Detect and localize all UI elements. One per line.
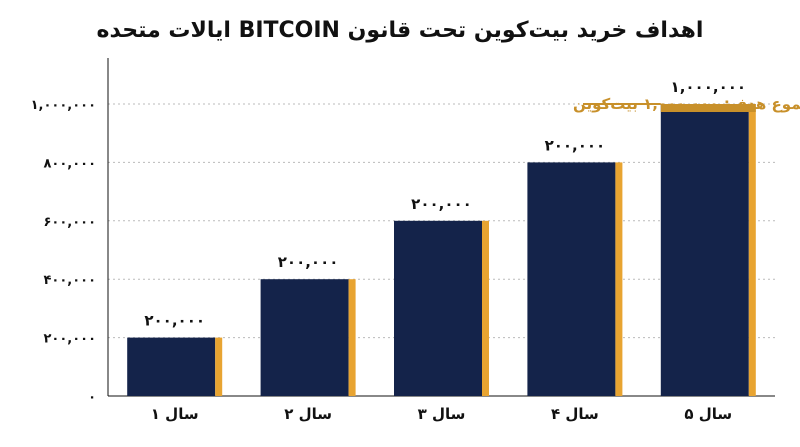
y-tick-label: ۶۰۰,۰۰۰ xyxy=(43,215,96,230)
data-label: ۲۰۰,۰۰۰ xyxy=(278,253,339,271)
y-tick-label: ۴۰۰,۰۰۰ xyxy=(43,273,96,288)
x-tick-label: سال ۵ xyxy=(684,405,732,423)
bar-top-cap xyxy=(660,104,756,112)
x-tick-label: سال ۱ xyxy=(151,405,199,423)
bar-accent xyxy=(748,104,756,396)
y-tick-label: ۱,۰۰۰,۰۰۰ xyxy=(31,98,96,113)
bar xyxy=(260,279,349,396)
bar xyxy=(527,162,616,396)
data-label: ۲۰۰,۰۰۰ xyxy=(144,312,205,330)
data-label: ۲۰۰,۰۰۰ xyxy=(411,195,472,213)
y-tick-label: ۰ xyxy=(88,390,96,405)
y-tick-label: ۲۰۰,۰۰۰ xyxy=(43,332,96,347)
bar xyxy=(660,104,749,396)
bar xyxy=(127,337,216,396)
bar xyxy=(394,220,482,396)
bar-accent xyxy=(615,162,623,396)
data-label: ۱,۰۰۰,۰۰۰ xyxy=(671,78,746,96)
x-tick-label: سال ۴ xyxy=(551,405,599,423)
bar-accent xyxy=(482,220,489,396)
y-tick-label: ۸۰۰,۰۰۰ xyxy=(43,156,96,171)
bar-accent xyxy=(215,337,223,396)
goal-label: مجموع هدف: ۱,۰۰۰,۰۰۰ بیت‌کوین xyxy=(573,95,800,113)
x-tick-label: سال ۲ xyxy=(284,405,332,423)
chart-title: اهداف خرید بیت‌کوین تحت قانون BITCOIN ای… xyxy=(96,18,704,43)
x-tick-label: سال ۳ xyxy=(418,405,466,423)
bar-accent xyxy=(348,279,356,396)
data-label: ۲۰۰,۰۰۰ xyxy=(545,136,606,154)
